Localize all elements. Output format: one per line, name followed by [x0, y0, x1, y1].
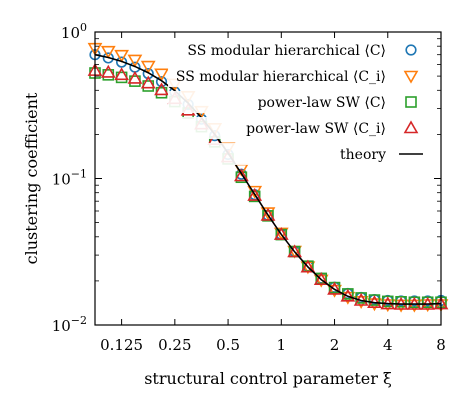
y-tick-base-2: 10	[61, 24, 80, 42]
legend-marker-1	[403, 70, 419, 84]
series-3-point-15	[287, 244, 302, 258]
legend-marker-3	[403, 120, 419, 134]
legend-bg-1	[168, 65, 436, 87]
y-axis-label: clustering coefficient	[22, 92, 41, 264]
series-3-point-14	[273, 226, 289, 240]
x-tick-label-4: 2	[330, 336, 340, 354]
x-tick-label-6: 8	[436, 336, 446, 354]
series-3-point-16	[300, 259, 316, 273]
legend: SS modular hierarchical ⟨C⟩ SS modular hi…	[168, 39, 436, 165]
series-3-point-5	[154, 82, 169, 96]
series-1-point-1	[100, 45, 116, 59]
series-1-point-17	[313, 274, 329, 288]
series-1-point-22	[380, 299, 396, 313]
legend-bg-0	[168, 39, 436, 61]
y-tick-base-0: 10	[52, 317, 71, 335]
series-3-point-17	[313, 272, 329, 285]
y-tick-label-1: 10−1	[52, 168, 87, 189]
series-4	[94, 53, 442, 305]
legend-label-0: SS modular hierarchical ⟨C⟩	[187, 43, 386, 59]
series-1-point-4	[140, 60, 156, 74]
legend-marker-2	[405, 96, 417, 108]
legend-label-2: power-law SW ⟨C⟩	[258, 95, 386, 111]
y-tick-exp-1: −1	[71, 168, 87, 181]
legend-bg-2	[168, 91, 436, 113]
x-axis-label: structural control parameter ξ	[144, 369, 392, 388]
series-1-point-24	[407, 299, 422, 313]
y-tick-label-0: 10−2	[52, 314, 87, 335]
x-tick-label-5: 4	[383, 336, 393, 354]
series-2-point-22	[381, 295, 394, 308]
series-2-point-23	[395, 295, 407, 308]
legend-bg-3	[168, 117, 436, 139]
series-3-point-1	[100, 64, 116, 78]
series-1-point-23	[393, 299, 409, 313]
y-tick-label-2: 100	[61, 21, 87, 42]
series-0-point-1	[102, 52, 114, 64]
series-3-point-18	[327, 281, 342, 295]
series-2-point-21	[368, 294, 381, 306]
legend-label-3: power-law SW ⟨C_i⟩	[246, 121, 386, 137]
legend-marker-0	[405, 44, 417, 56]
series-3-point-11	[233, 168, 249, 182]
series-1-point-3	[127, 54, 143, 68]
series-1-point-5	[154, 68, 169, 82]
series-1-point-20	[353, 296, 369, 309]
plot-frame	[94, 31, 442, 326]
series-3-point-13	[260, 207, 276, 221]
theory-line	[94, 53, 442, 305]
series-0-point-2	[116, 56, 128, 68]
series-3-point-2	[114, 67, 129, 81]
x-tick-label-1: 0.25	[158, 336, 191, 354]
series-3-point-3	[127, 70, 143, 84]
series-3-point-4	[140, 75, 156, 89]
series-0-point-5	[155, 76, 168, 88]
series-1-point-2	[114, 49, 129, 63]
legend-label-4: theory	[340, 147, 386, 163]
y-tick-exp-0: −2	[71, 314, 87, 327]
y-tick-base-1: 10	[52, 171, 71, 189]
x-tick-label-3: 1	[277, 336, 287, 354]
legend-label-1: SS modular hierarchical ⟨C_i⟩	[176, 69, 386, 85]
series-3-point-12	[247, 187, 263, 201]
series-2-point-12	[248, 190, 261, 203]
x-tick-label-2: 0.5	[216, 336, 240, 354]
y-tick-exp-2: 0	[80, 21, 87, 34]
legend-bg-4	[168, 143, 436, 165]
x-tick-label-0: 0.125	[100, 336, 143, 354]
